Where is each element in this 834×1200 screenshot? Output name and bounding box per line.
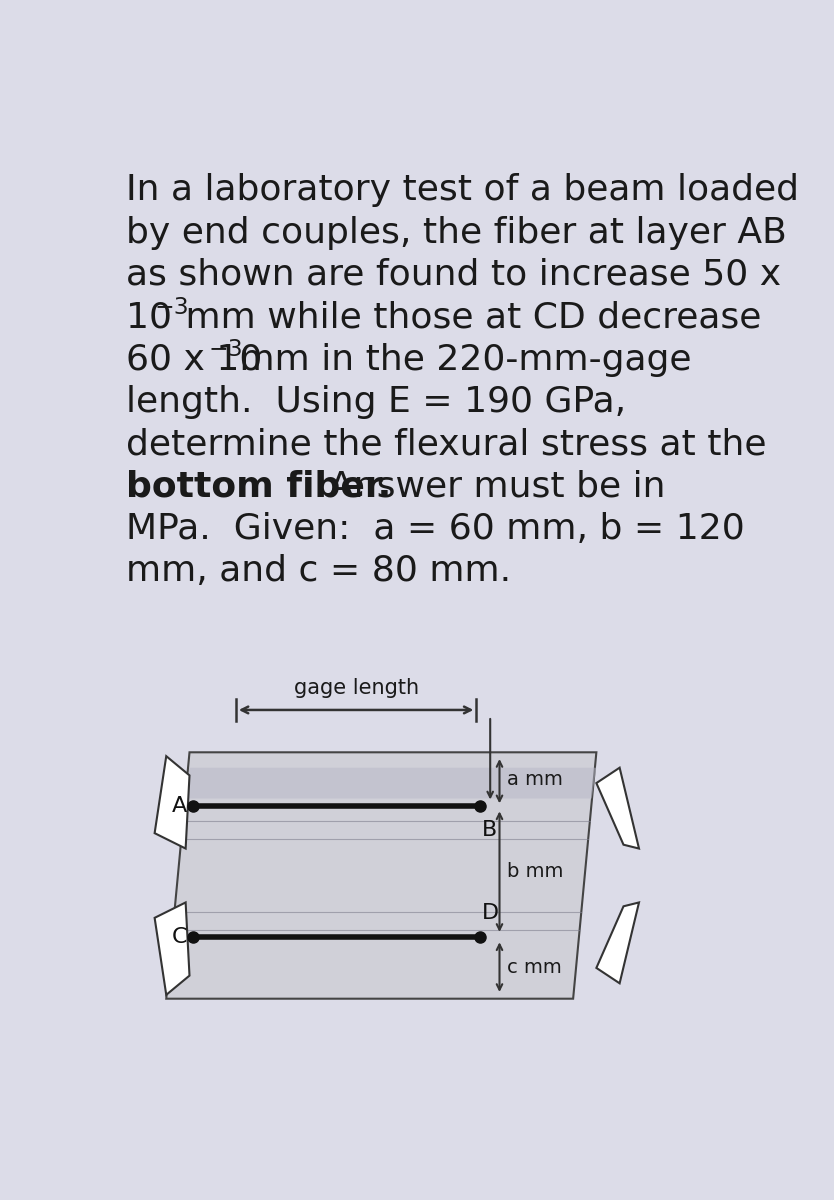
Text: B: B [482,820,497,840]
Text: bottom fiber.: bottom fiber. [126,469,391,504]
Polygon shape [596,768,639,848]
Polygon shape [185,768,596,798]
Text: c mm: c mm [507,959,562,977]
Text: C: C [172,928,187,947]
Text: by end couples, the fiber at layer AB: by end couples, the fiber at layer AB [126,216,786,250]
Text: mm in the 220-mm-gage: mm in the 220-mm-gage [229,343,691,377]
Polygon shape [154,756,189,848]
Text: b mm: b mm [507,862,564,881]
Text: Answer must be in: Answer must be in [306,469,666,504]
Text: a mm: a mm [507,769,563,788]
Polygon shape [154,902,189,995]
Text: mm while those at CD decrease: mm while those at CD decrease [174,300,761,335]
Text: −3: −3 [208,338,244,361]
Text: In a laboratory test of a beam loaded: In a laboratory test of a beam loaded [126,173,799,208]
Polygon shape [166,752,596,998]
Text: length.  Using E = 190 GPa,: length. Using E = 190 GPa, [126,385,626,419]
Polygon shape [596,902,639,983]
Text: mm, and c = 80 mm.: mm, and c = 80 mm. [126,554,511,588]
Text: determine the flexural stress at the: determine the flexural stress at the [126,427,766,461]
Text: 60 x 10: 60 x 10 [126,343,263,377]
Text: as shown are found to increase 50 x: as shown are found to increase 50 x [126,258,781,292]
Text: −3: −3 [154,295,189,319]
Text: D: D [482,904,499,923]
Text: A: A [172,797,187,816]
Text: gage length: gage length [294,678,419,697]
Text: MPa.  Given:  a = 60 mm, b = 120: MPa. Given: a = 60 mm, b = 120 [126,512,745,546]
Text: 10: 10 [126,300,172,335]
